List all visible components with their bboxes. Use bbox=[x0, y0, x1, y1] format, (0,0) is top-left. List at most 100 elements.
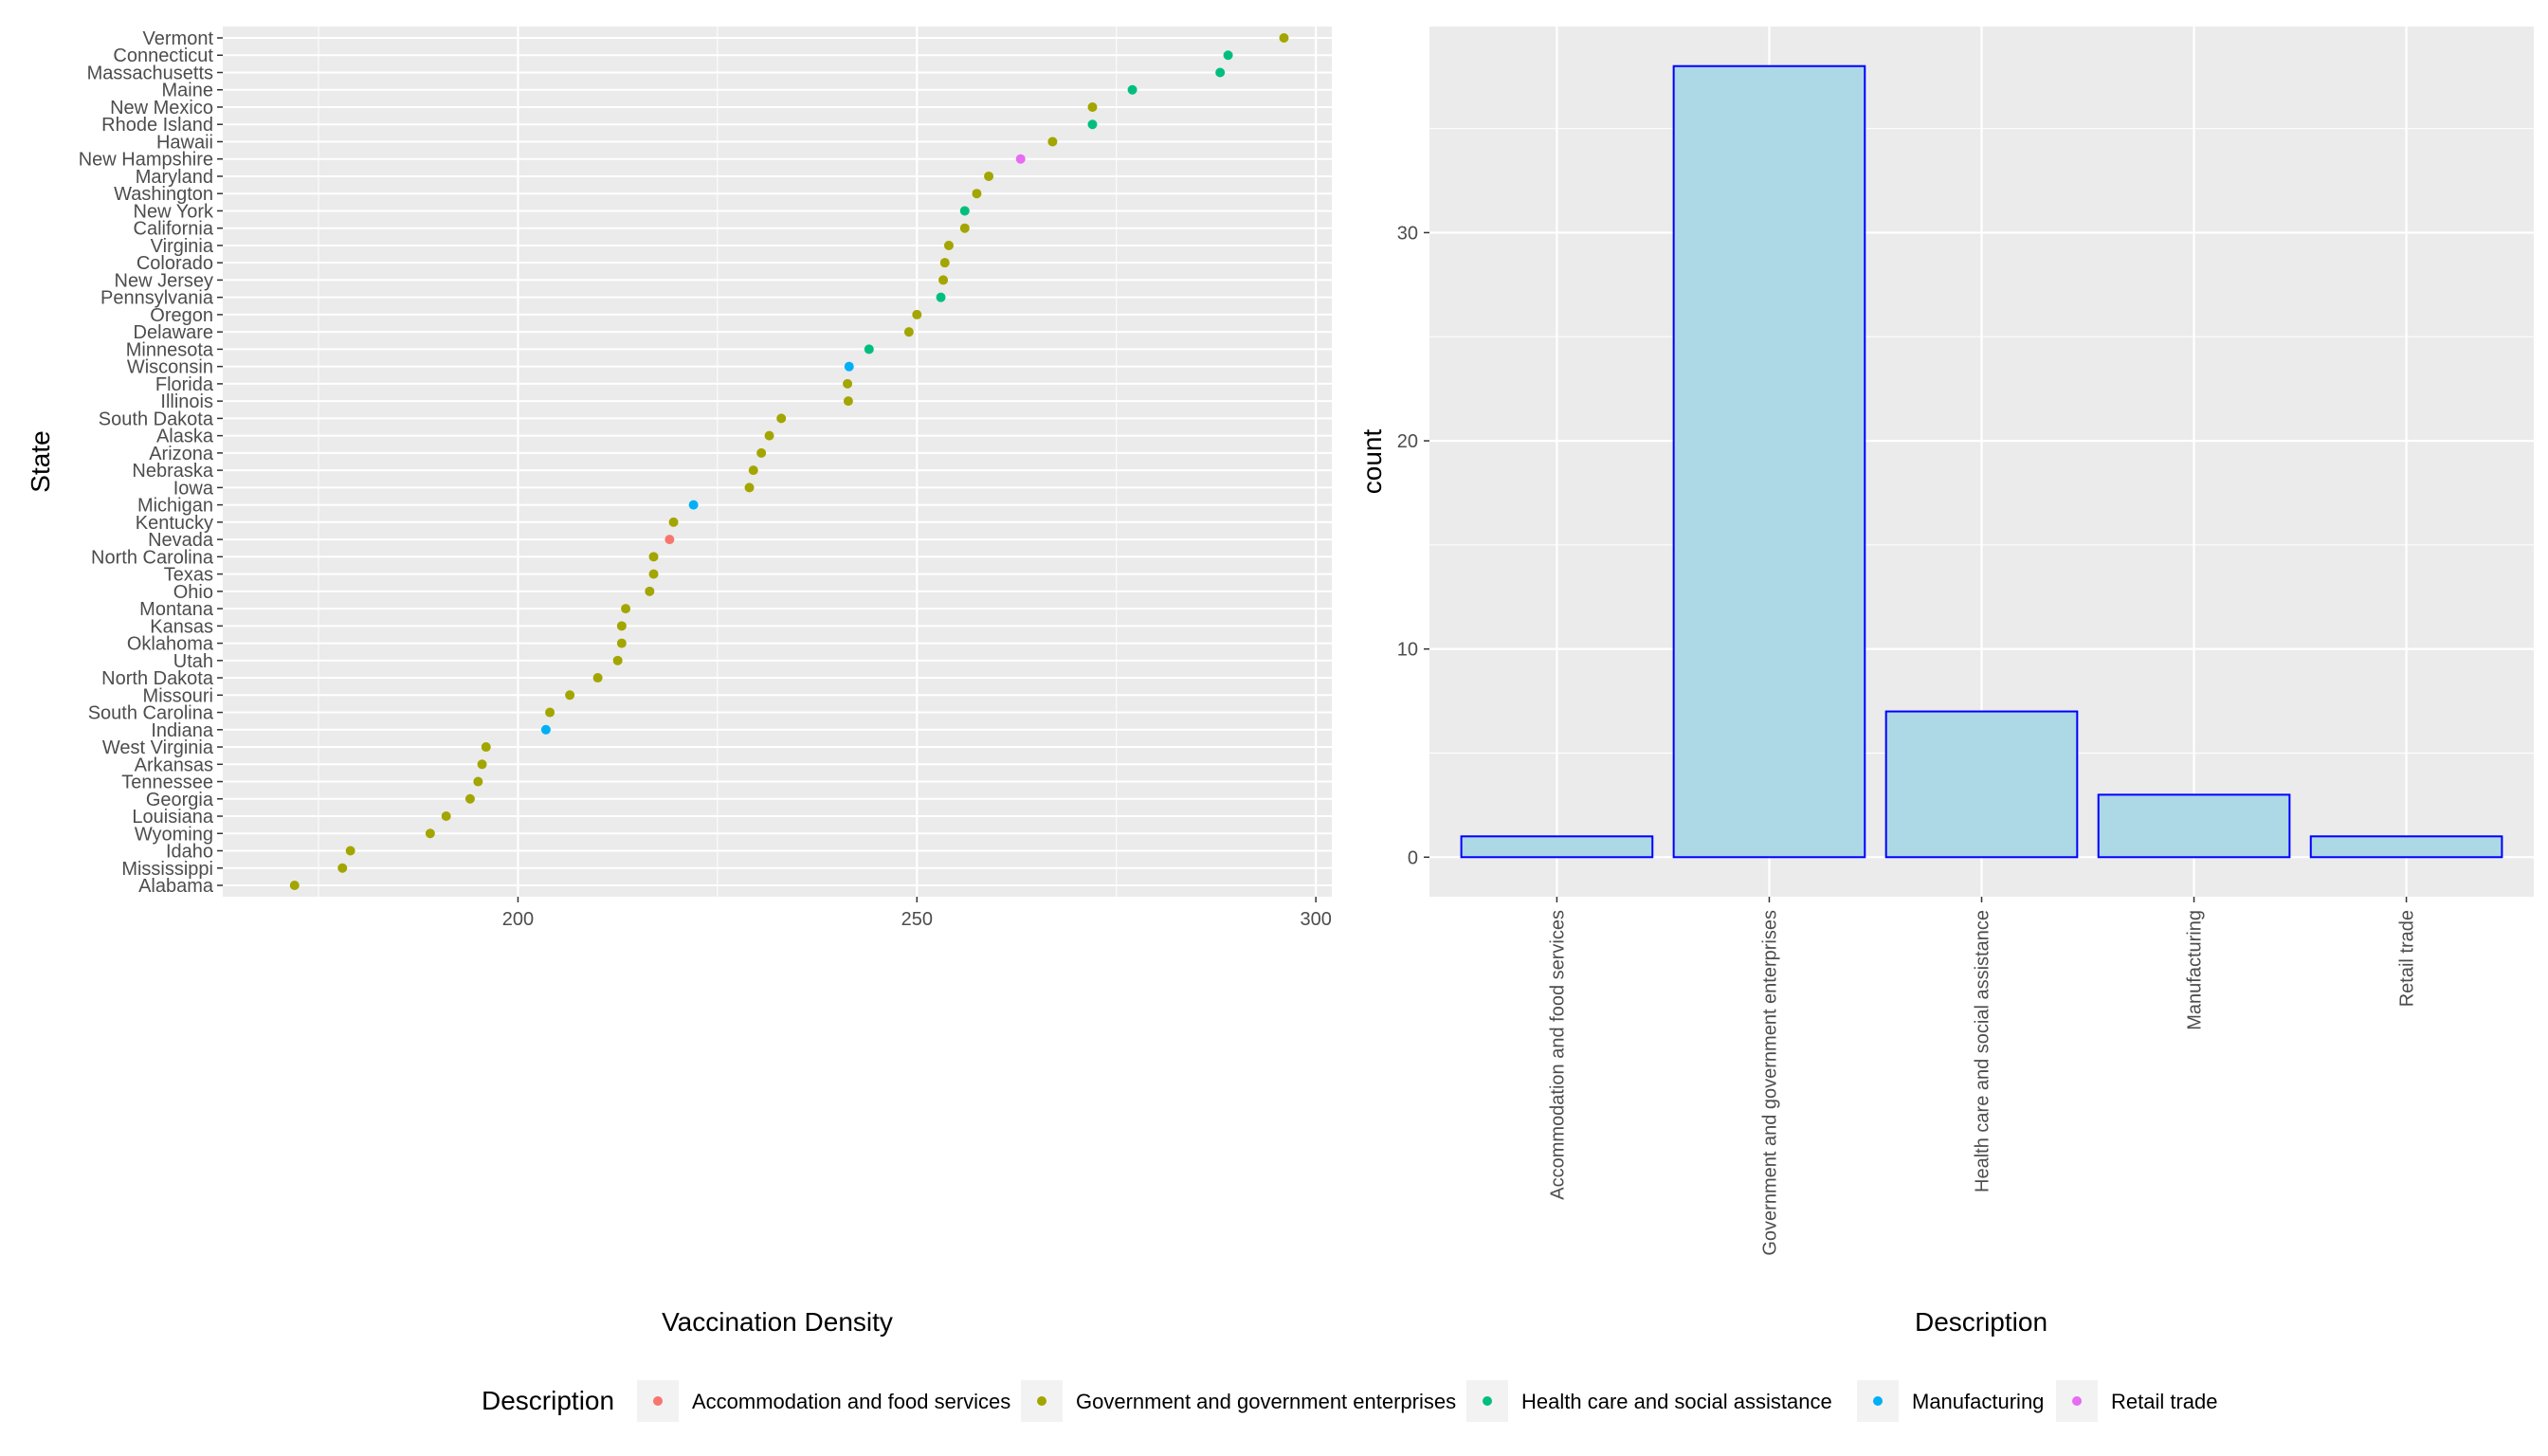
x-tick-label: 300 bbox=[1300, 909, 1331, 930]
bar bbox=[1672, 64, 1866, 859]
y-tick-label: Montana bbox=[139, 599, 214, 620]
y-tick-label: Wyoming bbox=[135, 824, 213, 845]
y-tick-label: South Dakota bbox=[99, 409, 214, 429]
y-tick-label: Maine bbox=[162, 81, 213, 101]
data-point bbox=[616, 638, 627, 648]
data-point bbox=[425, 828, 435, 839]
legend-marker bbox=[1873, 1396, 1883, 1406]
data-point bbox=[1047, 136, 1058, 147]
data-point bbox=[959, 206, 970, 216]
data-point bbox=[1015, 154, 1026, 164]
dot-plot-chart: VermontConnecticutMassachusettsMaineNew … bbox=[26, 27, 1332, 1337]
bar bbox=[2097, 793, 2291, 859]
data-point bbox=[1087, 119, 1098, 130]
dot-plot-x-tick-labels: 200 250 300 bbox=[502, 897, 1332, 930]
y-tick-label: Kentucky bbox=[136, 513, 213, 534]
y-tick-label: Idaho bbox=[166, 842, 213, 863]
bar-chart-y-tick-labels: 0 10 20 30 bbox=[1397, 223, 1429, 868]
legend-label: Manufacturing bbox=[1912, 1390, 2044, 1413]
bar bbox=[1460, 835, 1654, 859]
y-tick-label: New Jersey bbox=[115, 270, 213, 291]
x-tick-label: Government and government enterprises bbox=[1759, 910, 1780, 1256]
y-tick-label: Georgia bbox=[146, 790, 214, 810]
y-tick-label: Vermont bbox=[143, 28, 214, 49]
data-point bbox=[943, 240, 954, 250]
legend-item: Accommodation and food services bbox=[637, 1380, 1010, 1422]
data-point bbox=[844, 361, 854, 372]
bar bbox=[2309, 835, 2503, 859]
y-tick-label: 0 bbox=[1408, 847, 1418, 868]
y-tick-label: 20 bbox=[1397, 431, 1418, 452]
y-tick-label: South Carolina bbox=[88, 703, 214, 724]
x-tick-label: 200 bbox=[502, 909, 534, 930]
y-tick-label: New Mexico bbox=[110, 98, 213, 118]
data-point bbox=[764, 430, 774, 441]
dot-plot-y-tick-labels: VermontConnecticutMassachusettsMaineNew … bbox=[79, 28, 223, 897]
dot-plot-gridlines bbox=[223, 27, 1332, 897]
y-tick-label: West Virginia bbox=[102, 737, 214, 758]
data-point bbox=[936, 292, 946, 302]
data-point bbox=[473, 776, 483, 787]
data-point bbox=[664, 535, 675, 545]
data-point bbox=[648, 569, 659, 579]
y-tick-label: Colorado bbox=[136, 253, 213, 274]
data-point bbox=[1127, 84, 1138, 95]
data-point bbox=[481, 742, 491, 753]
data-point bbox=[939, 258, 950, 268]
y-tick-label: Indiana bbox=[151, 720, 213, 741]
y-tick-label: Louisiana bbox=[132, 807, 214, 828]
y-tick-label: Pennsylvania bbox=[100, 288, 214, 309]
y-tick-label: Connecticut bbox=[113, 46, 213, 66]
y-tick-label: Texas bbox=[164, 565, 213, 586]
y-tick-label: Arizona bbox=[149, 444, 214, 464]
y-tick-label: New York bbox=[134, 201, 214, 222]
legend-label: Accommodation and food services bbox=[692, 1390, 1010, 1413]
legend-items: Accommodation and food services Governmen… bbox=[637, 1380, 2218, 1422]
data-point bbox=[645, 586, 655, 596]
dot-plot-panel bbox=[223, 27, 1332, 897]
data-point bbox=[345, 846, 355, 856]
data-point bbox=[688, 500, 699, 510]
data-point bbox=[477, 759, 487, 770]
data-point bbox=[984, 171, 994, 181]
y-tick-label: Maryland bbox=[136, 167, 213, 188]
bar-chart-y-axis-title: count bbox=[1357, 429, 1387, 495]
y-tick-label: Alaska bbox=[156, 427, 214, 447]
data-point bbox=[616, 621, 627, 631]
y-tick-label: 30 bbox=[1397, 223, 1418, 244]
legend-marker bbox=[2072, 1396, 2082, 1406]
y-tick-label: Massachusetts bbox=[87, 63, 213, 83]
data-point bbox=[1215, 67, 1226, 78]
y-tick-label: Tennessee bbox=[121, 773, 213, 793]
data-point bbox=[756, 447, 767, 458]
x-tick-label: Health care and social assistance bbox=[1973, 910, 1993, 1192]
bar-chart-x-tick-labels: Accommodation and food services Governmen… bbox=[1547, 897, 2418, 1256]
y-tick-label: Ohio bbox=[173, 582, 213, 603]
bar-chart-bars bbox=[1460, 64, 2503, 859]
y-tick-label: Mississippi bbox=[121, 859, 213, 880]
y-tick-label: Rhode Island bbox=[101, 115, 213, 136]
legend-label: Health care and social assistance bbox=[1521, 1390, 1832, 1413]
data-point bbox=[648, 552, 659, 562]
data-point bbox=[912, 309, 922, 319]
legend-label: Government and government enterprises bbox=[1076, 1390, 1456, 1413]
data-point bbox=[843, 396, 853, 407]
data-point bbox=[864, 344, 874, 355]
data-point bbox=[592, 673, 603, 683]
x-tick-label: 250 bbox=[901, 909, 933, 930]
data-point bbox=[668, 517, 679, 527]
data-point bbox=[621, 604, 631, 614]
data-point bbox=[289, 881, 300, 890]
y-tick-label: North Carolina bbox=[91, 547, 214, 568]
legend: Description Accommodation and food servi… bbox=[482, 1380, 2218, 1422]
y-tick-label: Illinois bbox=[160, 391, 213, 412]
legend-marker bbox=[1483, 1396, 1492, 1406]
data-point bbox=[464, 793, 475, 804]
y-tick-label: Utah bbox=[173, 651, 213, 672]
y-tick-label: Michigan bbox=[137, 496, 213, 517]
y-tick-label: Hawaii bbox=[156, 132, 213, 153]
legend-item: Health care and social assistance bbox=[1466, 1380, 1832, 1422]
data-point bbox=[1223, 50, 1233, 61]
dot-plot-x-axis-title: Vaccination Density bbox=[662, 1307, 893, 1337]
data-point bbox=[959, 223, 970, 233]
